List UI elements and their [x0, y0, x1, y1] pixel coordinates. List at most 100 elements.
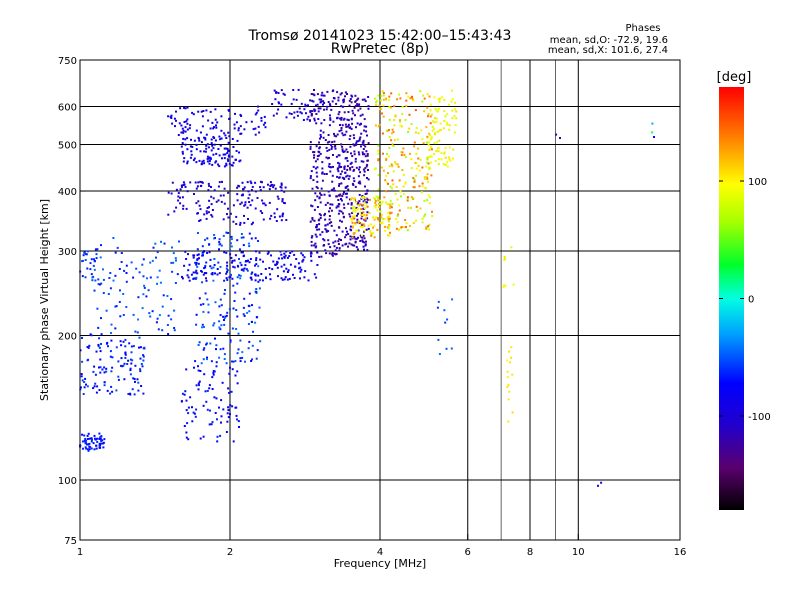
data-point	[158, 269, 161, 272]
data-point	[95, 253, 98, 256]
data-point	[377, 159, 380, 162]
data-point	[286, 278, 289, 281]
data-point	[388, 98, 391, 101]
data-point	[223, 317, 226, 319]
data-point	[203, 326, 205, 328]
data-point	[183, 121, 186, 123]
data-point	[312, 93, 315, 96]
data-point	[363, 229, 366, 232]
data-point	[280, 183, 283, 186]
data-point	[283, 93, 286, 96]
data-point	[437, 338, 440, 341]
data-point	[225, 162, 228, 165]
data-point	[208, 384, 211, 387]
data-point	[227, 159, 230, 162]
data-point	[407, 206, 410, 209]
data-point	[236, 199, 239, 202]
data-point	[239, 261, 242, 264]
data-point	[349, 134, 352, 137]
data-point	[452, 148, 455, 151]
data-point	[427, 194, 430, 197]
data-point	[191, 111, 194, 114]
data-point	[249, 258, 252, 260]
data-point	[338, 183, 341, 185]
data-point	[210, 203, 213, 206]
data-point	[348, 99, 351, 102]
data-point	[383, 217, 386, 220]
data-point	[344, 171, 347, 174]
data-point	[214, 118, 217, 121]
data-point	[335, 135, 338, 138]
data-point	[142, 355, 145, 358]
data-point	[217, 199, 220, 202]
data-point	[358, 153, 361, 156]
data-point	[433, 96, 436, 99]
data-point	[426, 173, 429, 176]
data-point	[314, 242, 317, 245]
data-point	[212, 127, 215, 130]
data-point	[309, 220, 312, 223]
data-point	[218, 135, 221, 138]
data-point	[92, 370, 95, 373]
data-point	[324, 203, 327, 206]
data-point	[316, 93, 319, 96]
data-point	[450, 100, 453, 103]
data-point	[504, 257, 507, 260]
data-point	[383, 196, 386, 199]
data-point	[507, 420, 510, 423]
data-point	[180, 131, 183, 134]
data-point	[120, 357, 123, 360]
colorbar-tick-label: -100	[748, 412, 771, 423]
data-point	[352, 217, 355, 220]
data-point	[330, 221, 333, 224]
data-point	[222, 315, 225, 318]
data-point	[123, 378, 126, 381]
data-point	[239, 125, 242, 128]
data-point	[275, 220, 278, 222]
data-point	[502, 286, 505, 289]
data-point	[307, 104, 309, 107]
data-point	[401, 169, 404, 172]
data-point	[246, 181, 249, 184]
data-point	[362, 200, 365, 203]
data-point	[267, 183, 269, 186]
data-point	[214, 337, 216, 340]
data-point	[98, 444, 101, 447]
data-point	[414, 109, 417, 112]
data-point	[206, 160, 209, 163]
data-point	[370, 223, 373, 226]
data-point	[229, 276, 232, 279]
data-point	[363, 153, 366, 156]
data-point	[394, 114, 397, 117]
data-point	[367, 96, 370, 98]
data-point	[212, 324, 215, 327]
data-point	[224, 289, 226, 291]
data-point	[103, 371, 106, 374]
data-point	[383, 225, 386, 228]
data-point	[186, 162, 189, 165]
data-point	[418, 169, 421, 172]
data-point	[207, 119, 210, 122]
data-point	[281, 200, 284, 203]
data-point	[363, 98, 366, 101]
data-point	[415, 152, 418, 155]
data-point	[448, 146, 451, 149]
data-point	[236, 370, 239, 373]
data-point	[254, 279, 257, 282]
data-point	[219, 138, 222, 141]
data-point	[388, 234, 391, 237]
data-point	[331, 174, 334, 177]
data-point	[260, 119, 263, 122]
data-point	[357, 109, 360, 112]
data-point	[213, 143, 216, 146]
data-point	[431, 125, 434, 128]
data-point	[216, 435, 219, 438]
data-point	[127, 359, 130, 362]
data-point	[221, 180, 223, 183]
data-point	[154, 242, 157, 245]
data-point	[453, 131, 456, 134]
data-point	[338, 176, 341, 179]
data-point	[228, 308, 231, 311]
data-point	[262, 202, 265, 205]
data-point	[401, 113, 404, 116]
